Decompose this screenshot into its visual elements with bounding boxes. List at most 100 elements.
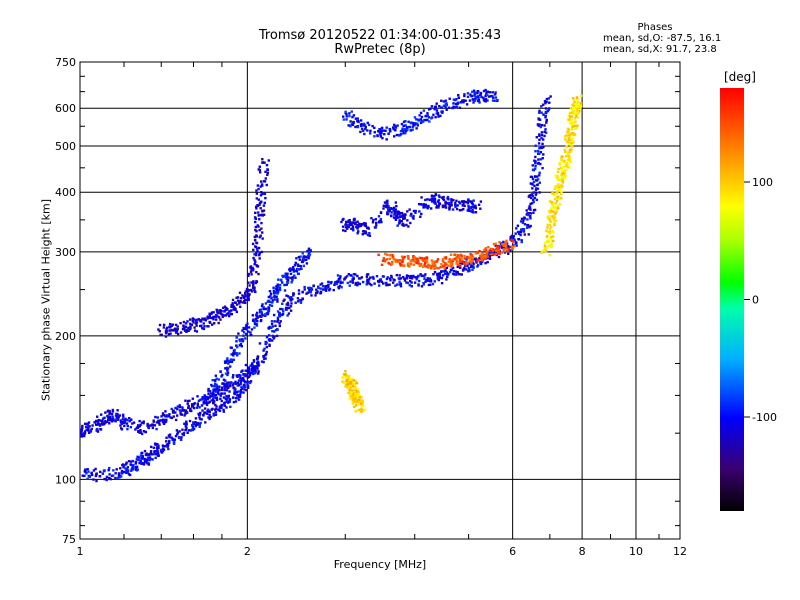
data-point	[427, 263, 430, 266]
data-point	[440, 262, 443, 266]
data-point	[256, 224, 259, 227]
y-tick-label: 600	[55, 102, 76, 115]
data-point	[387, 132, 390, 135]
data-point	[186, 399, 190, 403]
data-point	[438, 202, 442, 205]
data-point	[179, 321, 182, 325]
data-point	[385, 138, 388, 141]
data-point	[207, 390, 210, 393]
data-point	[400, 259, 403, 262]
data-point	[359, 130, 362, 134]
data-point	[466, 92, 470, 95]
data-point	[356, 117, 359, 120]
data-point	[244, 327, 248, 330]
data-point	[472, 258, 475, 261]
data-point	[351, 225, 355, 228]
data-point	[250, 281, 253, 284]
data-point	[437, 199, 441, 202]
data-point	[232, 386, 235, 389]
data-point	[490, 252, 493, 256]
data-point	[342, 115, 345, 118]
data-point	[270, 320, 274, 323]
data-point	[502, 247, 505, 251]
data-point	[277, 278, 280, 281]
data-point	[424, 280, 427, 283]
data-point	[220, 375, 223, 378]
data-point	[195, 423, 199, 426]
data-point	[474, 91, 477, 94]
data-point	[240, 387, 244, 390]
data-point	[117, 474, 121, 477]
data-point	[216, 391, 220, 394]
data-point	[490, 248, 494, 251]
data-point	[233, 350, 236, 353]
data-point	[447, 106, 451, 109]
data-point	[562, 166, 566, 169]
data-point	[160, 333, 163, 337]
data-point	[560, 158, 563, 162]
data-point	[366, 129, 369, 132]
data-point	[567, 166, 571, 169]
data-point	[136, 469, 139, 472]
data-point	[240, 378, 243, 382]
data-point	[164, 415, 167, 418]
data-point	[352, 114, 356, 117]
data-point	[390, 276, 393, 279]
data-point	[548, 223, 552, 227]
data-point	[400, 255, 404, 258]
data-point	[187, 326, 190, 330]
data-point	[208, 400, 211, 404]
data-point	[259, 318, 263, 322]
data-point	[406, 219, 409, 222]
data-point	[98, 475, 102, 478]
data-point	[531, 187, 534, 190]
data-point	[386, 211, 389, 214]
data-point	[432, 265, 436, 268]
data-point	[538, 123, 541, 126]
data-point	[435, 260, 439, 263]
data-point	[115, 412, 118, 416]
data-point	[275, 286, 279, 289]
data-point	[407, 257, 410, 260]
data-point	[420, 285, 424, 288]
data-point	[544, 116, 547, 119]
data-point	[540, 111, 543, 114]
data-point	[92, 478, 95, 481]
data-point	[175, 329, 179, 332]
data-point	[430, 117, 433, 120]
data-point	[436, 272, 439, 276]
data-point	[254, 225, 258, 229]
data-point	[257, 272, 260, 276]
data-point	[224, 367, 228, 370]
data-point	[237, 395, 241, 398]
data-point	[519, 220, 523, 223]
data-point	[302, 258, 306, 261]
data-point	[350, 223, 353, 227]
data-point	[251, 281, 255, 284]
data-point	[342, 375, 345, 379]
data-point	[108, 413, 111, 416]
data-point	[564, 138, 567, 141]
data-point	[225, 389, 229, 392]
data-point	[87, 421, 91, 424]
data-point	[534, 164, 537, 168]
data-point	[208, 389, 212, 393]
data-point	[350, 379, 353, 383]
data-point	[357, 119, 360, 123]
data-point	[210, 316, 214, 320]
data-point	[285, 277, 288, 280]
data-point	[352, 277, 355, 280]
data-point	[507, 252, 510, 256]
data-point	[575, 126, 578, 129]
data-point	[349, 381, 353, 384]
data-point	[423, 261, 427, 265]
data-point	[260, 311, 263, 314]
data-point	[257, 198, 260, 201]
data-point	[164, 335, 168, 338]
data-point	[132, 468, 135, 471]
data-point	[345, 115, 349, 118]
data-point	[201, 317, 204, 320]
data-point	[503, 251, 507, 254]
data-point	[258, 257, 261, 260]
data-point	[264, 302, 268, 305]
